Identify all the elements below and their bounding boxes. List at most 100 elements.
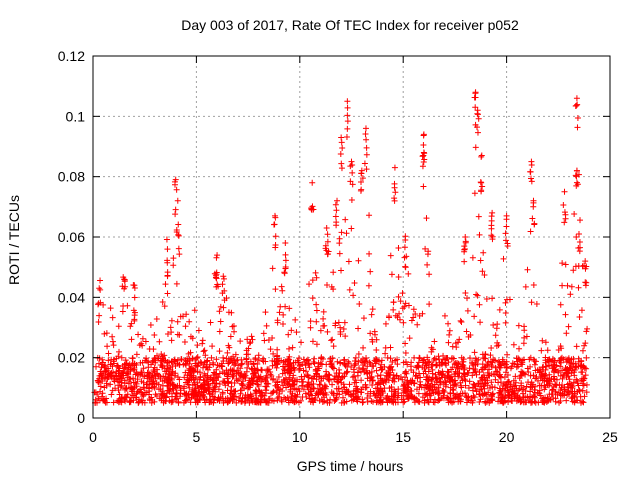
data-point [502,310,509,317]
data-point [392,189,399,196]
data-point [349,169,356,176]
data-point [261,337,268,344]
data-point [583,279,590,286]
data-point [326,377,333,384]
data-point [398,392,405,399]
data-point [126,398,133,405]
data-point [471,349,478,356]
data-point [344,125,351,132]
data-point [390,375,397,382]
data-point [350,292,357,299]
data-point [186,318,193,325]
data-point [131,360,138,367]
data-point [572,172,579,179]
data-point [537,375,544,382]
data-point [333,219,340,226]
data-point [282,264,289,271]
data-point [415,390,422,397]
data-point [169,390,176,397]
data-point [315,359,322,366]
data-point [281,377,288,384]
data-point [421,150,428,157]
data-point [191,393,198,400]
data-point [440,380,447,387]
data-point [209,380,216,387]
data-point [366,250,373,257]
data-point [177,387,184,394]
data-point [446,327,453,334]
data-point [530,381,537,388]
data-point [215,283,222,290]
data-point [550,375,557,382]
data-point [183,311,190,318]
data-point [449,386,456,393]
data-point [466,365,473,372]
data-point [216,328,223,335]
data-point [502,237,509,244]
data-point [548,391,555,398]
data-point [211,375,218,382]
data-point [528,175,534,182]
data-point [95,395,102,402]
data-point [371,331,378,338]
data-point [401,254,408,261]
data-point [286,356,293,363]
data-point [234,367,241,374]
data-point [578,369,585,376]
data-point [523,333,530,340]
data-point [192,385,199,392]
data-point [539,397,546,404]
data-point [225,360,232,367]
data-point [421,365,428,372]
data-point [537,368,544,375]
data-point [131,312,138,319]
data-point [375,379,382,386]
data-points [91,89,591,406]
data-point [528,299,535,306]
data-point [559,260,566,267]
data-point [135,399,142,406]
data-point [188,365,195,372]
data-point [353,394,360,401]
data-point [563,374,570,381]
data-point [109,338,116,345]
data-point [574,124,581,131]
data-point [513,355,520,362]
data-point [367,393,374,400]
data-point [481,272,488,278]
data-point [420,158,427,165]
data-point [307,318,314,325]
data-point [564,381,571,388]
data-point [567,359,574,366]
data-point [343,230,350,237]
data-point [405,395,412,402]
data-point [211,384,218,391]
data-point [119,308,126,315]
data-point [184,357,191,364]
data-point [579,387,586,394]
data-point [513,364,520,371]
data-point [160,397,167,404]
data-point [236,371,243,378]
data-point [385,368,392,375]
data-point [522,387,529,394]
data-point [138,340,145,347]
data-point [578,377,585,384]
data-point [542,357,549,364]
data-point [477,257,484,264]
data-point [391,164,398,171]
data-point [400,319,407,326]
data-point [471,313,478,320]
data-point [298,339,305,346]
data-point [130,375,137,382]
data-point [495,342,502,349]
y-tick-labels: 0 0.02 0.04 0.06 0.08 0.1 0.12 [58,48,85,426]
data-point [436,397,443,404]
data-point [186,360,193,367]
data-point [503,223,510,230]
data-point [484,377,491,384]
data-point [311,385,318,392]
data-point [342,333,349,340]
data-point [131,282,138,289]
data-point [169,358,176,365]
